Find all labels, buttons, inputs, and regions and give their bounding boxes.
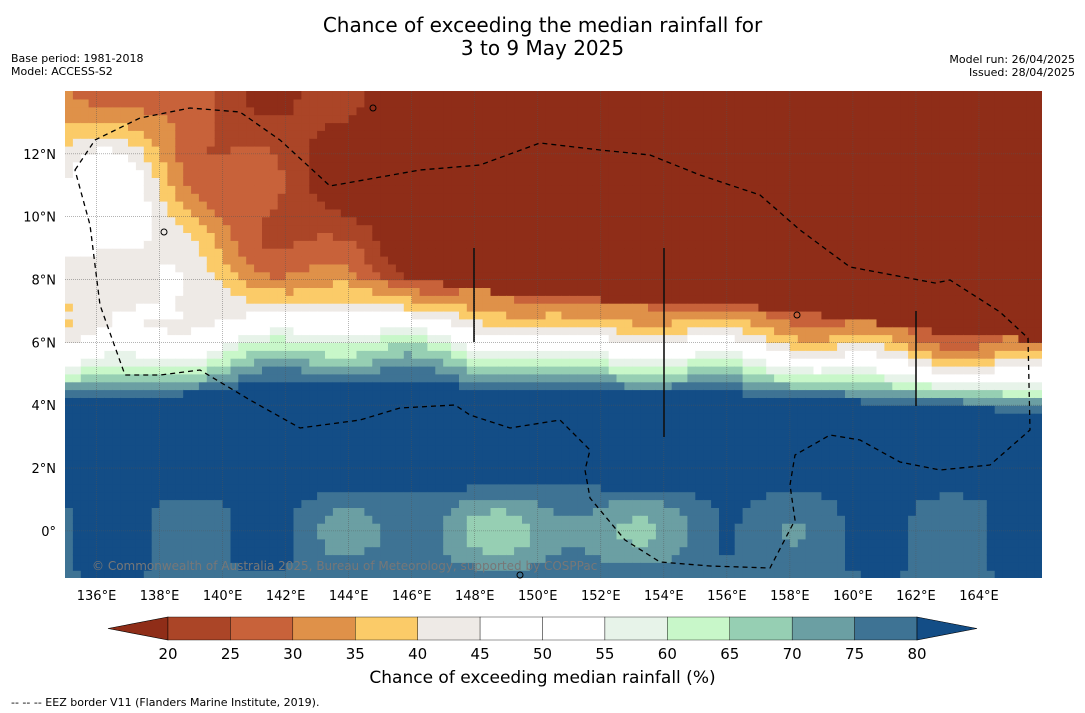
colorbar-bin	[542, 616, 606, 641]
island-outline	[160, 228, 168, 236]
model-run-label: Model run: 26/04/2025	[949, 53, 1075, 66]
lon-tick-label: 146°E	[392, 589, 432, 604]
lon-tick-label: 154°E	[644, 589, 684, 604]
lon-tick-label: 140°E	[203, 589, 243, 604]
title-line-2: 3 to 9 May 2025	[460, 36, 625, 60]
issued-label: Issued: 28/04/2025	[968, 66, 1075, 79]
graticule	[65, 91, 1042, 578]
base-period-label: Base period: 1981-2018	[11, 52, 144, 65]
meta-left: Base period: 1981-2018 Model: ACCESS-S2	[11, 52, 143, 78]
chart-title: Chance of exceeding the median rainfall …	[0, 14, 1085, 60]
colorbar-tick-label: 30	[283, 645, 302, 663]
colorbar-tick-label: 65	[720, 645, 739, 663]
colorbar-tick-label: 60	[658, 645, 677, 663]
lon-tick-label: 164°E	[959, 589, 999, 604]
colorbar-bin	[791, 616, 855, 641]
lon-tick-label: 152°E	[581, 589, 621, 604]
lon-tick-label: 150°E	[518, 589, 558, 604]
colorbar: 20 25 30 35 40 45 50 55 60 65 70 75 80	[107, 616, 978, 663]
colorbar-tick-label: 40	[408, 645, 427, 663]
colorbar-bin	[292, 616, 356, 641]
model-label: Model: ACCESS-S2	[11, 65, 113, 78]
colorbar-title: Chance of exceeding median rainfall (%)	[369, 668, 716, 688]
lat-tick-label: 0°	[41, 525, 56, 540]
colorbar-over-extend	[916, 616, 978, 641]
lat-tick-label: 8°N	[32, 274, 57, 289]
lon-tick-label: 160°E	[833, 589, 873, 604]
colorbar-tick-label: 55	[595, 645, 614, 663]
rainfall-probability-field	[65, 91, 1042, 578]
colorbar-tick-label: 80	[907, 645, 926, 663]
lat-tick-label: 4°N	[32, 399, 57, 414]
colorbar-bin	[167, 616, 231, 641]
colorbar-tick-label: 25	[221, 645, 240, 663]
island-outline	[793, 311, 801, 319]
colorbar-bin	[667, 616, 730, 641]
lon-tick-label: 138°E	[140, 589, 180, 604]
eez-border-footnote: -- -- -- EEZ border V11 (Flanders Marine…	[11, 696, 320, 709]
colorbar-tick-label: 70	[783, 645, 802, 663]
lon-tick-label: 158°E	[770, 589, 810, 604]
colorbar-bin	[230, 616, 294, 641]
title-line-1: Chance of exceeding the median rainfall …	[322, 13, 763, 37]
colorbar-bin	[604, 616, 668, 641]
lon-tick-label: 148°E	[455, 589, 495, 604]
lon-tick-label: 156°E	[707, 589, 747, 604]
colorbar-tick-label: 75	[845, 645, 864, 663]
meta-right: Model run: 26/04/2025 Issued: 28/04/2025	[949, 53, 1075, 79]
island-outline	[369, 104, 377, 112]
island-outline	[516, 571, 524, 579]
colorbar-under-extend	[107, 616, 169, 641]
lat-tick-label: 2°N	[32, 462, 57, 477]
lon-tick-label: 144°E	[329, 589, 369, 604]
copyright-watermark: © Commonwealth of Australia 2025, Bureau…	[92, 559, 597, 573]
colorbar-bin	[729, 616, 793, 641]
lat-tick-label: 6°N	[32, 336, 57, 351]
colorbar-tick-label: 35	[346, 645, 365, 663]
eez-borders	[74, 107, 1031, 569]
colorbar-tick-label: 50	[533, 645, 552, 663]
colorbar-bin	[854, 616, 918, 641]
colorbar-bin	[417, 616, 481, 641]
lat-tick-label: 10°N	[23, 211, 56, 226]
colorbar-tick-label: 45	[471, 645, 490, 663]
lon-tick-label: 142°E	[266, 589, 306, 604]
eez-border-line	[74, 107, 1031, 569]
colorbar-bin	[355, 616, 418, 641]
lon-tick-label: 136°E	[77, 589, 117, 604]
lat-tick-label: 12°N	[23, 148, 56, 163]
lon-tick-label: 162°E	[896, 589, 936, 604]
colorbar-bin	[479, 616, 543, 641]
colorbar-tick-label: 20	[158, 645, 177, 663]
